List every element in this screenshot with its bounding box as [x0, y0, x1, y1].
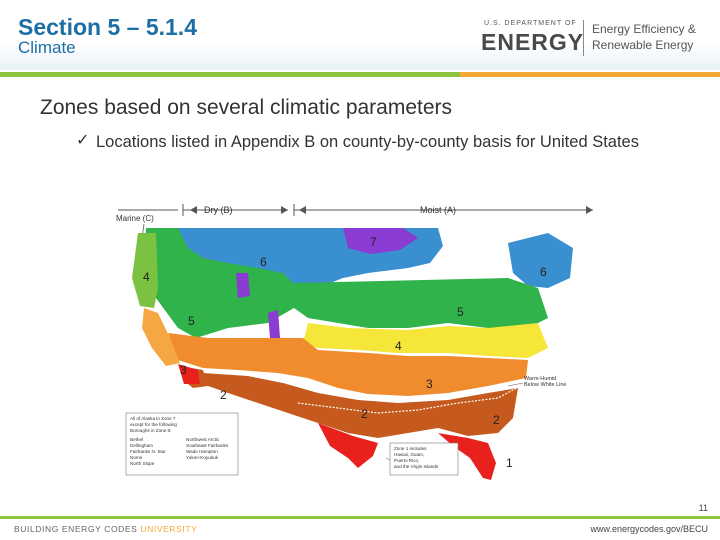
zone1-note-line: Zone 1 includes [394, 446, 427, 451]
warm-humid-label-2: Below White Line [524, 382, 567, 388]
header-band-orange [460, 72, 720, 77]
warm-humid-label-1: Warm-Humid [524, 376, 556, 382]
climate-zone-map: Marine (C) Dry (B) Moist (A) [108, 188, 603, 493]
bullet-text: Locations listed in Appendix B on county… [96, 133, 639, 151]
slide-heading: Zones based on several climatic paramete… [40, 96, 453, 119]
zone-3-band [168, 333, 528, 396]
zone-number-labels: 4 5 6 7 6 5 4 3 3 2 2 1 2 [143, 235, 547, 470]
alaska-borough: Nome [130, 455, 143, 460]
zone-3-marine [142, 308, 180, 366]
footer-url[interactable]: www.energycodes.gov/BECU [590, 524, 708, 534]
zone1-note-line: and the Virgin Islands [394, 464, 439, 469]
zone1-note-line: Puerto Rico, [394, 458, 419, 463]
zone1-note-box: Zone 1 includes Hawaii, Guam, Puerto Ric… [389, 442, 459, 476]
zone-number-2-east: 2 [493, 413, 500, 427]
alaska-borough: Southeast Fairbanks [186, 443, 229, 448]
eere-logo-line1: Energy Efficiency & [592, 22, 696, 36]
alaska-borough: Northwest Arctic [186, 437, 220, 442]
alaska-borough: North Slope [130, 461, 155, 466]
marine-label: Marine (C) [116, 214, 154, 223]
zone-7-mountain-b [268, 310, 280, 338]
footer-brand-prefix: BUILDING ENERGY CODES [14, 524, 138, 534]
zone-regions [132, 228, 573, 480]
footer-brand-university: UNIVERSITY [140, 524, 198, 534]
zone-number-4: 4 [395, 339, 402, 353]
checkmark-icon: ✓ [76, 132, 90, 149]
slide-header: Section 5 – 5.1.4 Climate U.S. DEPARTMEN… [0, 0, 720, 70]
zone-2-band [203, 373, 518, 438]
alaska-note-line-3: Boroughs in Zone 8: [130, 428, 171, 433]
zone-7-north [343, 228, 418, 254]
zone-number-7: 7 [370, 235, 377, 249]
zone-number-3: 3 [426, 377, 433, 391]
page-number: 11 [698, 503, 708, 513]
alaska-borough: Dellingham [130, 443, 153, 448]
alaska-borough: Yukon-Koyukuk [186, 455, 219, 460]
zone-number-5-east: 5 [457, 305, 464, 319]
zone-5-band [294, 278, 548, 328]
header-band-green [0, 72, 460, 77]
climate-arrows [118, 204, 593, 216]
zone-number-1: 1 [506, 456, 513, 470]
doe-logo-dept-text: U.S. DEPARTMENT OF [484, 20, 577, 27]
zone-4-marine [132, 233, 158, 308]
zone-number-2-southwest: 2 [220, 388, 227, 402]
dry-label: Dry (B) [204, 205, 233, 215]
zone-2-desert-red [178, 364, 200, 384]
page-subtitle: Climate [18, 38, 76, 57]
alaska-borough: Bethel [130, 437, 143, 442]
zone-number-3-west: 3 [180, 363, 187, 377]
alaska-note-box: All of Alaska in Zone 7 except for the f… [125, 412, 239, 476]
zone-number-2: 2 [361, 407, 368, 421]
logo-divider [583, 20, 584, 56]
zone-number-6-west: 6 [260, 255, 267, 269]
doe-logo-energy-text: ENERGY [481, 29, 585, 55]
alaska-note-line-1: All of Alaska in Zone 7 [130, 416, 176, 421]
moist-label: Moist (A) [420, 205, 456, 215]
footer-rule [0, 516, 720, 519]
alaska-borough: Fairbanks N. Star [130, 449, 166, 454]
zone-number-5-west: 5 [188, 314, 195, 328]
page-title: Section 5 – 5.1.4 [18, 14, 197, 40]
zone1-note-line: Hawaii, Guam, [394, 452, 424, 457]
eere-logo-line2: Renewable Energy [592, 38, 694, 52]
alaska-borough: Wade Hampton [186, 449, 218, 454]
zone-4-band [303, 323, 548, 358]
footer-brand: BUILDING ENERGY CODES UNIVERSITY [14, 524, 197, 534]
warm-humid-line [297, 382, 527, 414]
zone-number-4-marine: 4 [143, 270, 150, 284]
zone-7-mountain-a [236, 273, 250, 298]
zone-number-6-east: 6 [540, 265, 547, 279]
zone-6-northeast [508, 233, 573, 288]
alaska-note-line-2: except for the following [130, 422, 177, 427]
zone-1-texas [318, 423, 378, 468]
